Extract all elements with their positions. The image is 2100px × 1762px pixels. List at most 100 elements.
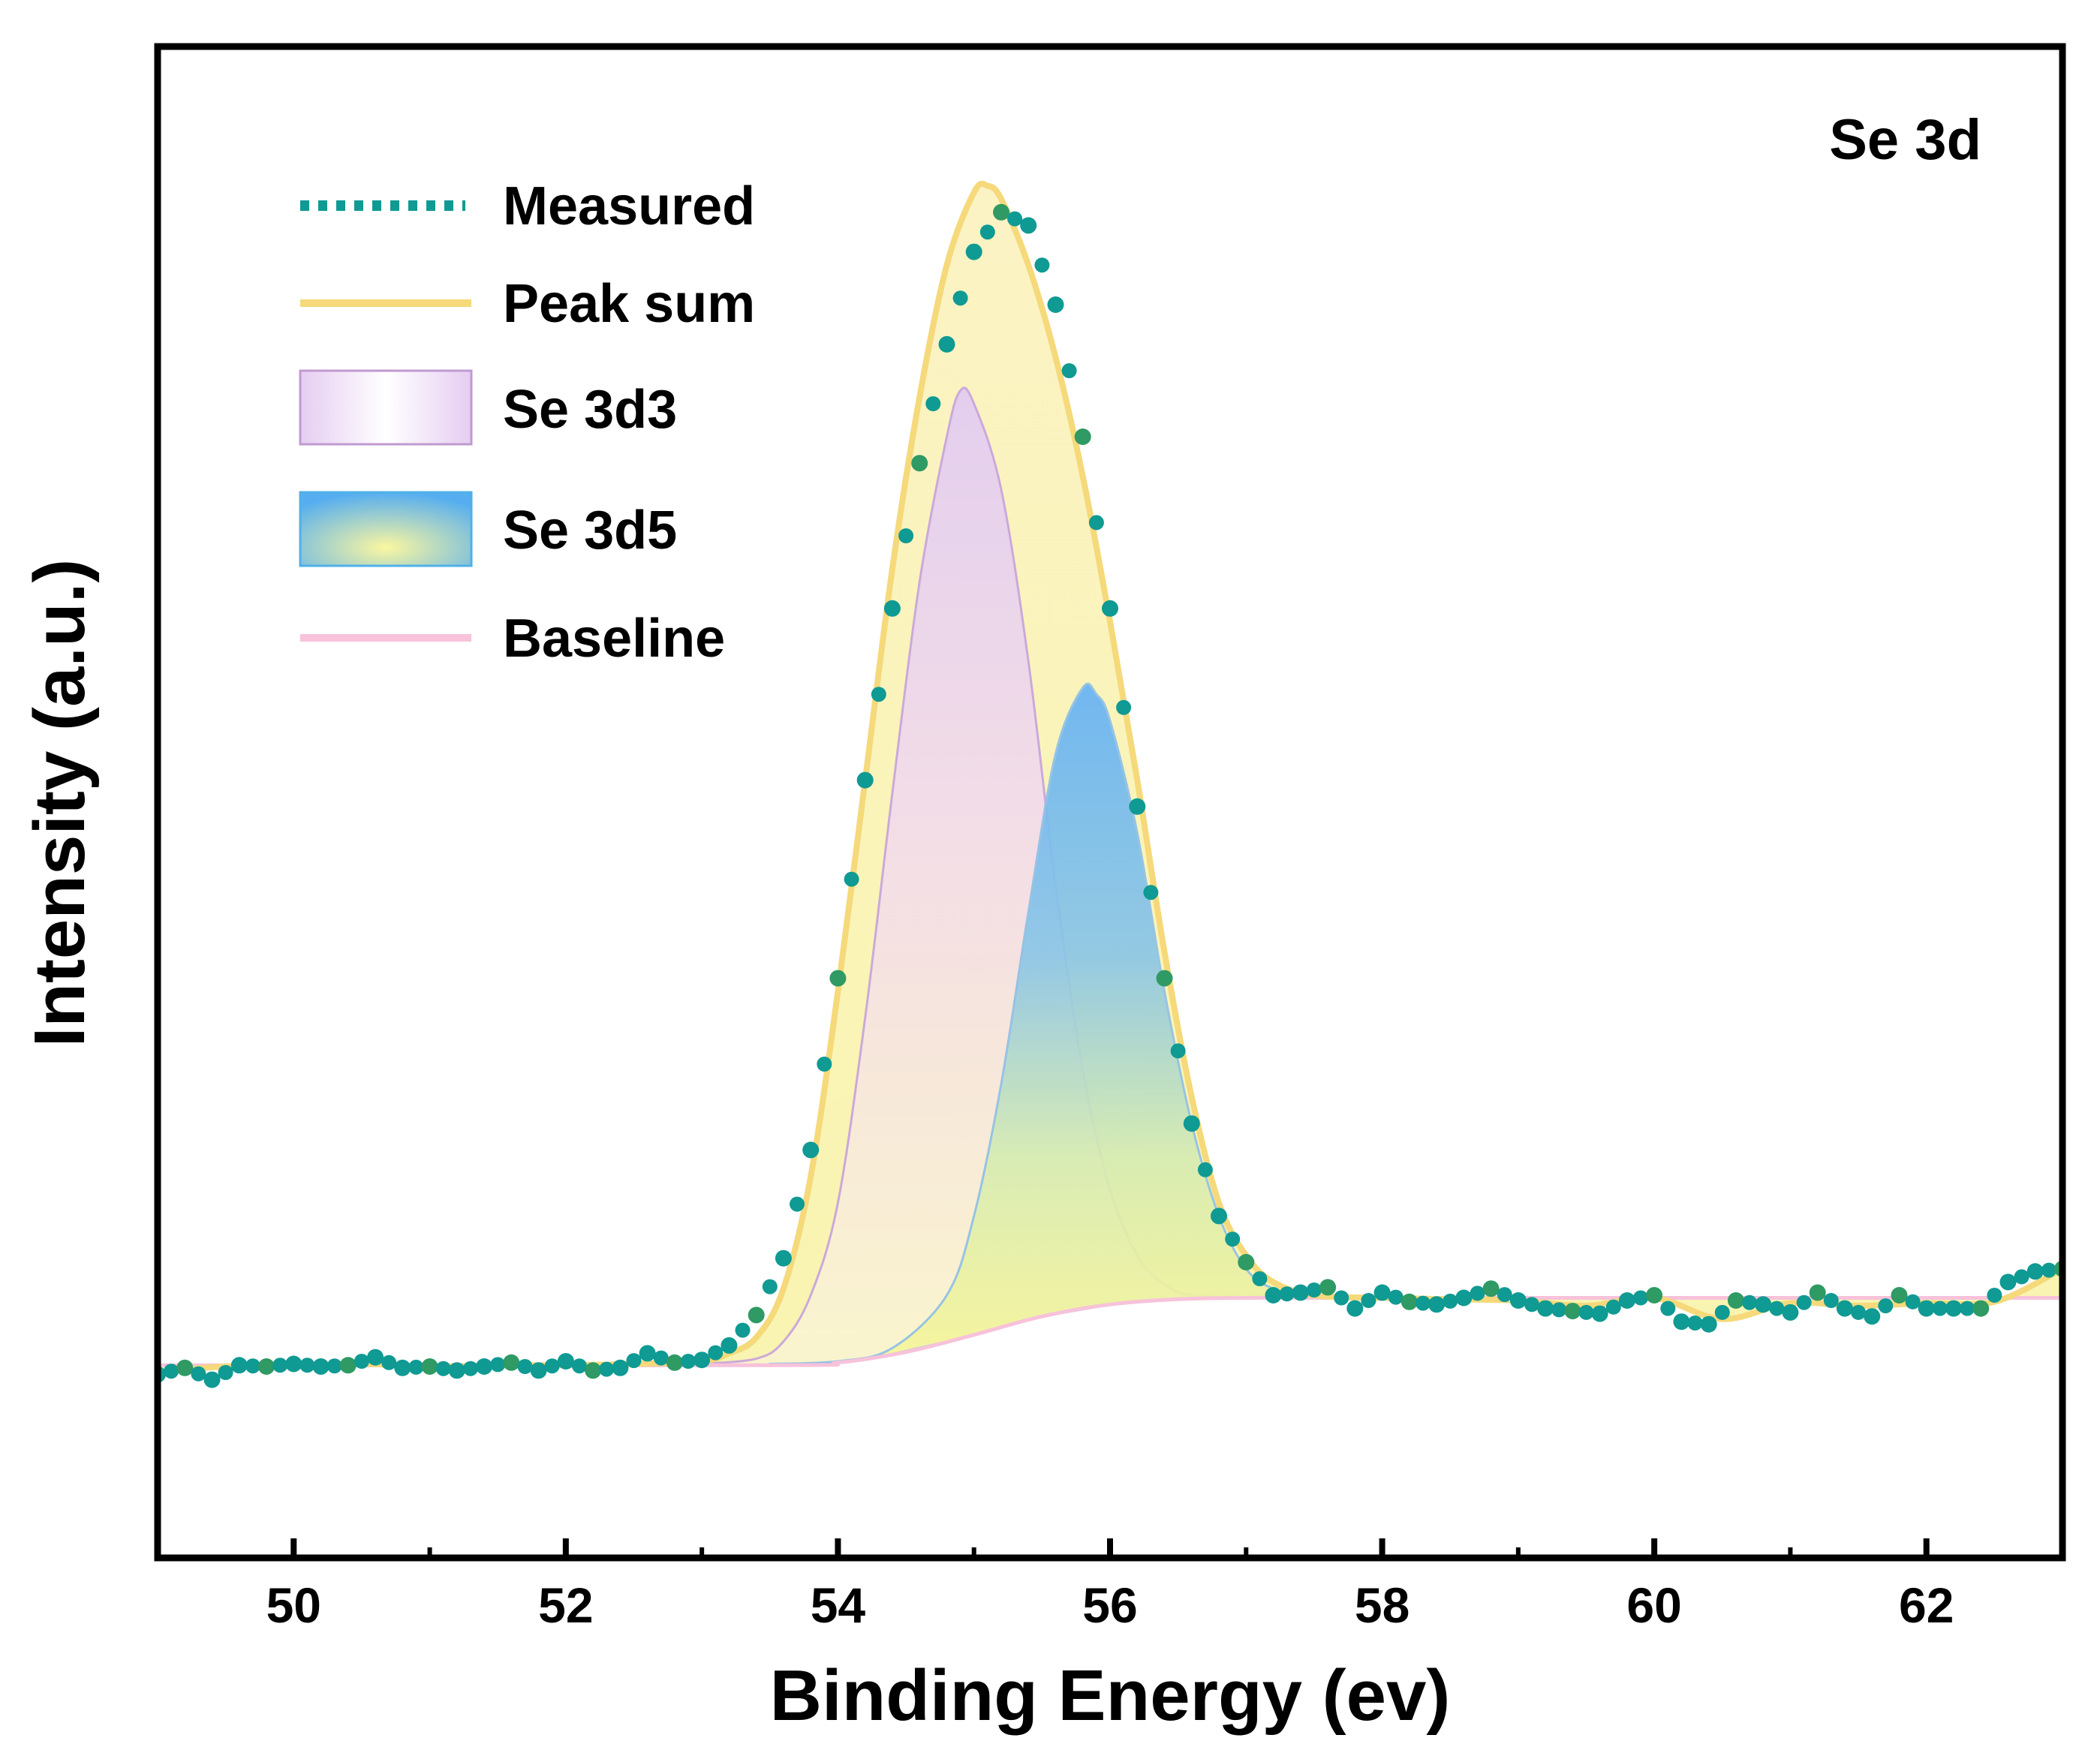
measured-point bbox=[1972, 1300, 1990, 1317]
legend-label-se3d5: Se 3d5 bbox=[503, 501, 677, 561]
measured-point bbox=[626, 1353, 642, 1369]
measured-point bbox=[1306, 1282, 1322, 1297]
measured-point bbox=[965, 243, 982, 260]
measured-point bbox=[1034, 257, 1050, 273]
measured-point bbox=[203, 1371, 221, 1388]
measured-point bbox=[1319, 1279, 1337, 1296]
measured-point bbox=[1987, 1288, 2002, 1303]
measured-point bbox=[517, 1359, 533, 1374]
measured-point bbox=[1782, 1303, 1799, 1321]
measured-point bbox=[2041, 1262, 2056, 1278]
measured-point bbox=[1252, 1271, 1268, 1286]
measured-point bbox=[1999, 1273, 2017, 1291]
measured-point bbox=[599, 1361, 615, 1377]
measured-point bbox=[790, 1196, 805, 1212]
fill-layer bbox=[158, 183, 2062, 1373]
measured-point bbox=[1578, 1304, 1594, 1320]
measured-point bbox=[435, 1361, 451, 1376]
measured-point bbox=[775, 1249, 792, 1267]
plot-area bbox=[158, 180, 2062, 1388]
measured-point bbox=[408, 1359, 424, 1375]
measured-point bbox=[285, 1355, 302, 1373]
measured-point bbox=[1388, 1289, 1404, 1305]
measured-point bbox=[1564, 1303, 1581, 1320]
measured-point bbox=[721, 1337, 738, 1354]
measured-point bbox=[1279, 1286, 1295, 1302]
measured-point bbox=[1455, 1289, 1473, 1306]
legend-swatch-se3d5 bbox=[299, 491, 473, 567]
measured-point bbox=[1470, 1285, 1485, 1301]
legend-item-se3d5: Se 3d5 bbox=[299, 491, 677, 567]
y-axis-title: Intensity (a.u.) bbox=[20, 559, 100, 1048]
measured-point bbox=[1428, 1296, 1446, 1313]
measured-point bbox=[191, 1366, 206, 1382]
measured-point bbox=[1292, 1284, 1309, 1301]
measured-point bbox=[802, 1141, 820, 1159]
measured-point bbox=[1809, 1284, 1826, 1301]
measured-point bbox=[1211, 1207, 1227, 1225]
measured-point bbox=[1007, 211, 1023, 227]
measured-point bbox=[367, 1349, 384, 1366]
measured-point bbox=[1605, 1299, 1621, 1315]
measured-point bbox=[1197, 1162, 1213, 1177]
measured-point bbox=[979, 224, 995, 240]
legend-label-baseline: Baseline bbox=[503, 609, 725, 669]
measured-point bbox=[1225, 1231, 1241, 1247]
measured-point bbox=[993, 203, 1009, 221]
measured-point bbox=[503, 1354, 520, 1371]
measured-point bbox=[898, 528, 914, 543]
measured-point bbox=[1416, 1295, 1431, 1311]
measured-point bbox=[1020, 217, 1037, 234]
measured-point bbox=[476, 1358, 493, 1375]
legend-item-baseline: Baseline bbox=[300, 609, 725, 669]
measured-point bbox=[1591, 1305, 1608, 1322]
measured-point bbox=[164, 1364, 179, 1379]
x-tick-label: 52 bbox=[538, 1577, 593, 1633]
legend-label-peak-sum: Peak sum bbox=[503, 274, 755, 334]
measured-point bbox=[1373, 1284, 1391, 1301]
measured-point bbox=[421, 1358, 438, 1375]
measured-point bbox=[448, 1362, 465, 1379]
measured-point bbox=[1687, 1315, 1703, 1331]
measured-point bbox=[1700, 1315, 1717, 1333]
legend-item-measured: Measured bbox=[300, 176, 755, 236]
corner-label: Se 3d bbox=[1829, 108, 1981, 172]
measured-point bbox=[339, 1357, 357, 1374]
measured-point bbox=[258, 1358, 275, 1375]
measured-point bbox=[1401, 1293, 1418, 1310]
measured-point bbox=[1727, 1292, 1744, 1309]
measured-point bbox=[938, 335, 955, 353]
measured-point bbox=[572, 1358, 587, 1374]
measured-point bbox=[544, 1358, 560, 1374]
measured-point bbox=[1156, 970, 1173, 987]
measured-point bbox=[1238, 1254, 1255, 1270]
x-tick-label: 58 bbox=[1355, 1577, 1410, 1633]
measured-point bbox=[911, 455, 928, 472]
measured-point bbox=[1116, 699, 1132, 715]
measured-point bbox=[272, 1358, 288, 1373]
measured-point bbox=[394, 1359, 411, 1376]
measured-point bbox=[218, 1365, 233, 1380]
measured-point bbox=[1960, 1300, 1975, 1316]
measured-point bbox=[653, 1350, 669, 1366]
measured-point bbox=[1265, 1287, 1282, 1303]
x-axis-ticks: 50 52 54 56 58 60 62 bbox=[155, 1538, 2065, 1633]
legend-label-measured: Measured bbox=[503, 176, 755, 236]
legend: Measured Peak sum Se 3d3 Se 3d5 Baseline bbox=[299, 176, 755, 669]
measured-point bbox=[708, 1345, 724, 1361]
measured-point bbox=[381, 1355, 397, 1370]
legend-label-se3d3: Se 3d3 bbox=[503, 380, 677, 440]
measured-dots bbox=[158, 203, 2062, 1388]
measured-point bbox=[844, 871, 859, 887]
measured-point bbox=[230, 1357, 248, 1374]
x-tick-label: 60 bbox=[1626, 1577, 1681, 1633]
measured-point bbox=[829, 970, 847, 987]
x-tick-label: 54 bbox=[811, 1577, 866, 1633]
measured-point bbox=[1823, 1293, 1839, 1308]
measured-point bbox=[299, 1358, 315, 1373]
x-tick-label: 56 bbox=[1082, 1577, 1137, 1633]
measured-point bbox=[557, 1353, 574, 1370]
measured-point bbox=[1361, 1293, 1376, 1308]
measured-point bbox=[735, 1322, 751, 1338]
measured-point bbox=[1102, 600, 1118, 617]
